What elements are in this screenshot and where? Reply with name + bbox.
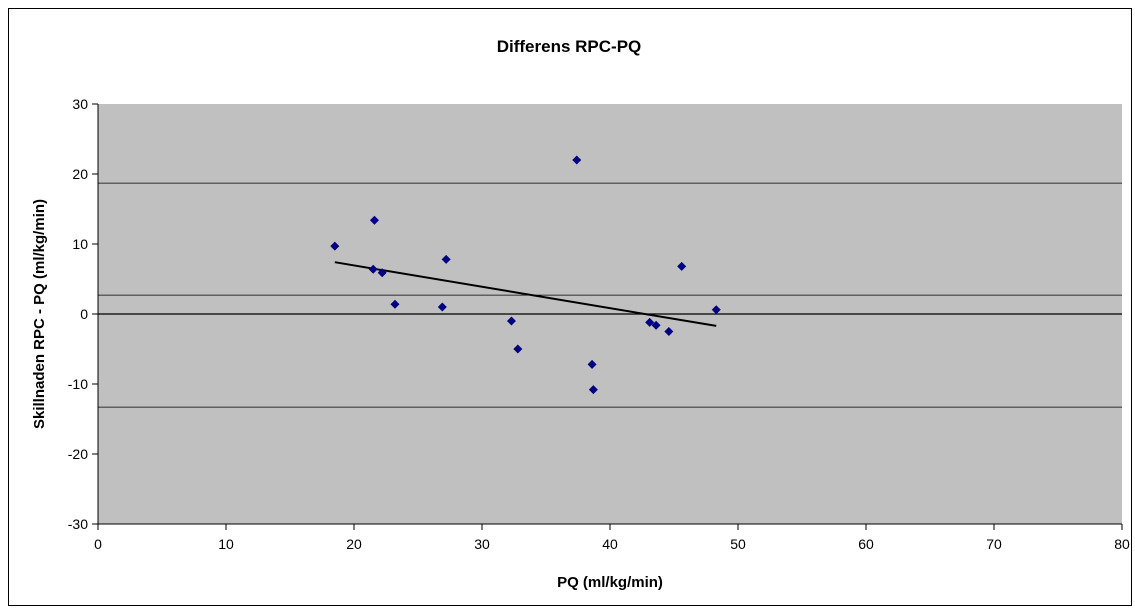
data-point xyxy=(513,344,523,354)
data-point xyxy=(390,299,400,309)
y-tick-label: 30 xyxy=(72,96,88,112)
x-tick-label: 20 xyxy=(346,536,362,552)
y-tick-label: 10 xyxy=(72,236,88,252)
data-point xyxy=(664,327,674,336)
data-point xyxy=(441,254,451,264)
data-point xyxy=(330,241,340,251)
axes xyxy=(92,103,1123,530)
x-tick-label: 0 xyxy=(94,536,102,552)
trendline xyxy=(334,261,717,327)
chart-title: Differens RPC-PQ xyxy=(497,37,642,56)
x-tick-label: 10 xyxy=(218,536,234,552)
data-point xyxy=(368,264,378,274)
y-axis-label: Skillnaden RPC - PQ (ml/kg/min) xyxy=(31,199,48,429)
trendline-group xyxy=(334,261,717,327)
y-tick-label: 0 xyxy=(80,306,88,322)
x-tick-label: 70 xyxy=(986,536,1002,552)
data-point xyxy=(588,385,598,395)
data-point xyxy=(587,359,597,369)
data-point xyxy=(645,317,655,327)
x-tick-labels: 0 10 20 30 40 50 60 70 80 xyxy=(94,536,1130,552)
x-tick-label: 80 xyxy=(1114,536,1130,552)
chart-frame: Differens RPC-PQ 0 10 20 30 40 50 60 70 80 -30 -2… xyxy=(8,8,1132,606)
y-tick-label: -30 xyxy=(68,516,88,532)
data-points xyxy=(330,155,721,395)
x-tick-label: 30 xyxy=(474,536,490,552)
data-point xyxy=(369,215,379,225)
x-tick-label: 40 xyxy=(602,536,618,552)
data-point xyxy=(377,268,387,278)
data-point xyxy=(572,155,582,165)
reference-lines xyxy=(98,182,1122,408)
y-tick-label: -20 xyxy=(68,446,88,462)
x-tick-label: 50 xyxy=(730,536,746,552)
y-tick-label: -10 xyxy=(68,376,88,392)
data-point xyxy=(711,305,721,315)
y-tick-labels: -30 -20 -10 0 10 20 30 xyxy=(68,96,88,532)
data-point xyxy=(651,320,661,330)
data-point xyxy=(677,261,687,271)
chart-svg: Differens RPC-PQ 0 10 20 30 40 50 60 70 80 -30 -2… xyxy=(31,37,1130,591)
x-tick-label: 60 xyxy=(858,536,874,552)
x-axis-label: PQ (ml/kg/min) xyxy=(557,574,663,591)
data-point xyxy=(437,302,447,312)
data-point xyxy=(506,316,516,326)
y-tick-label: 20 xyxy=(72,166,88,182)
